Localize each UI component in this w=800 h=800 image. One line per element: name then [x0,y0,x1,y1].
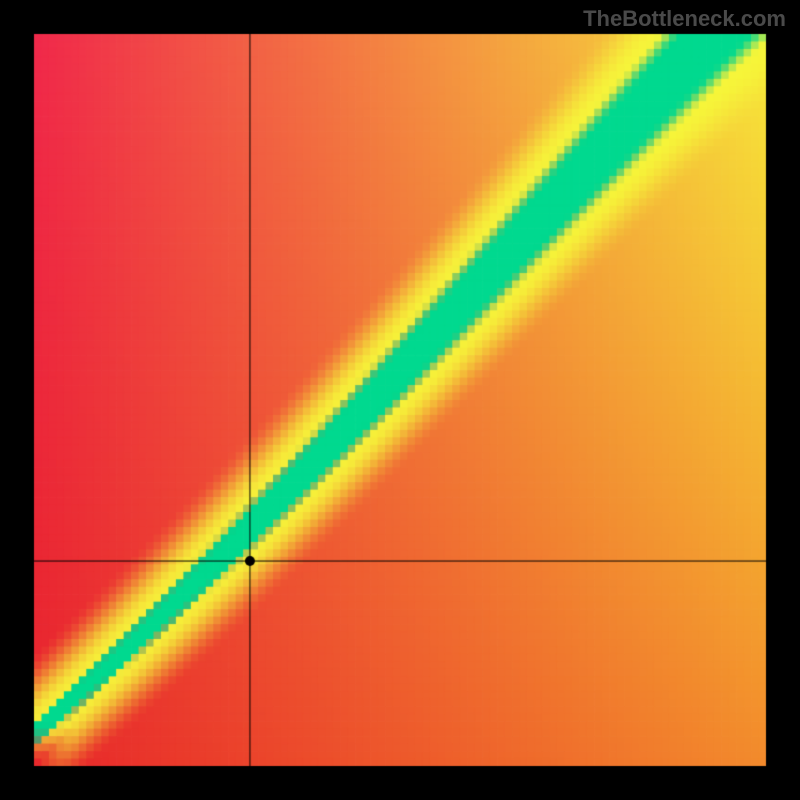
chart-container: TheBottleneck.com [0,0,800,800]
attribution-text: TheBottleneck.com [583,6,786,32]
heatmap-canvas [0,0,800,800]
